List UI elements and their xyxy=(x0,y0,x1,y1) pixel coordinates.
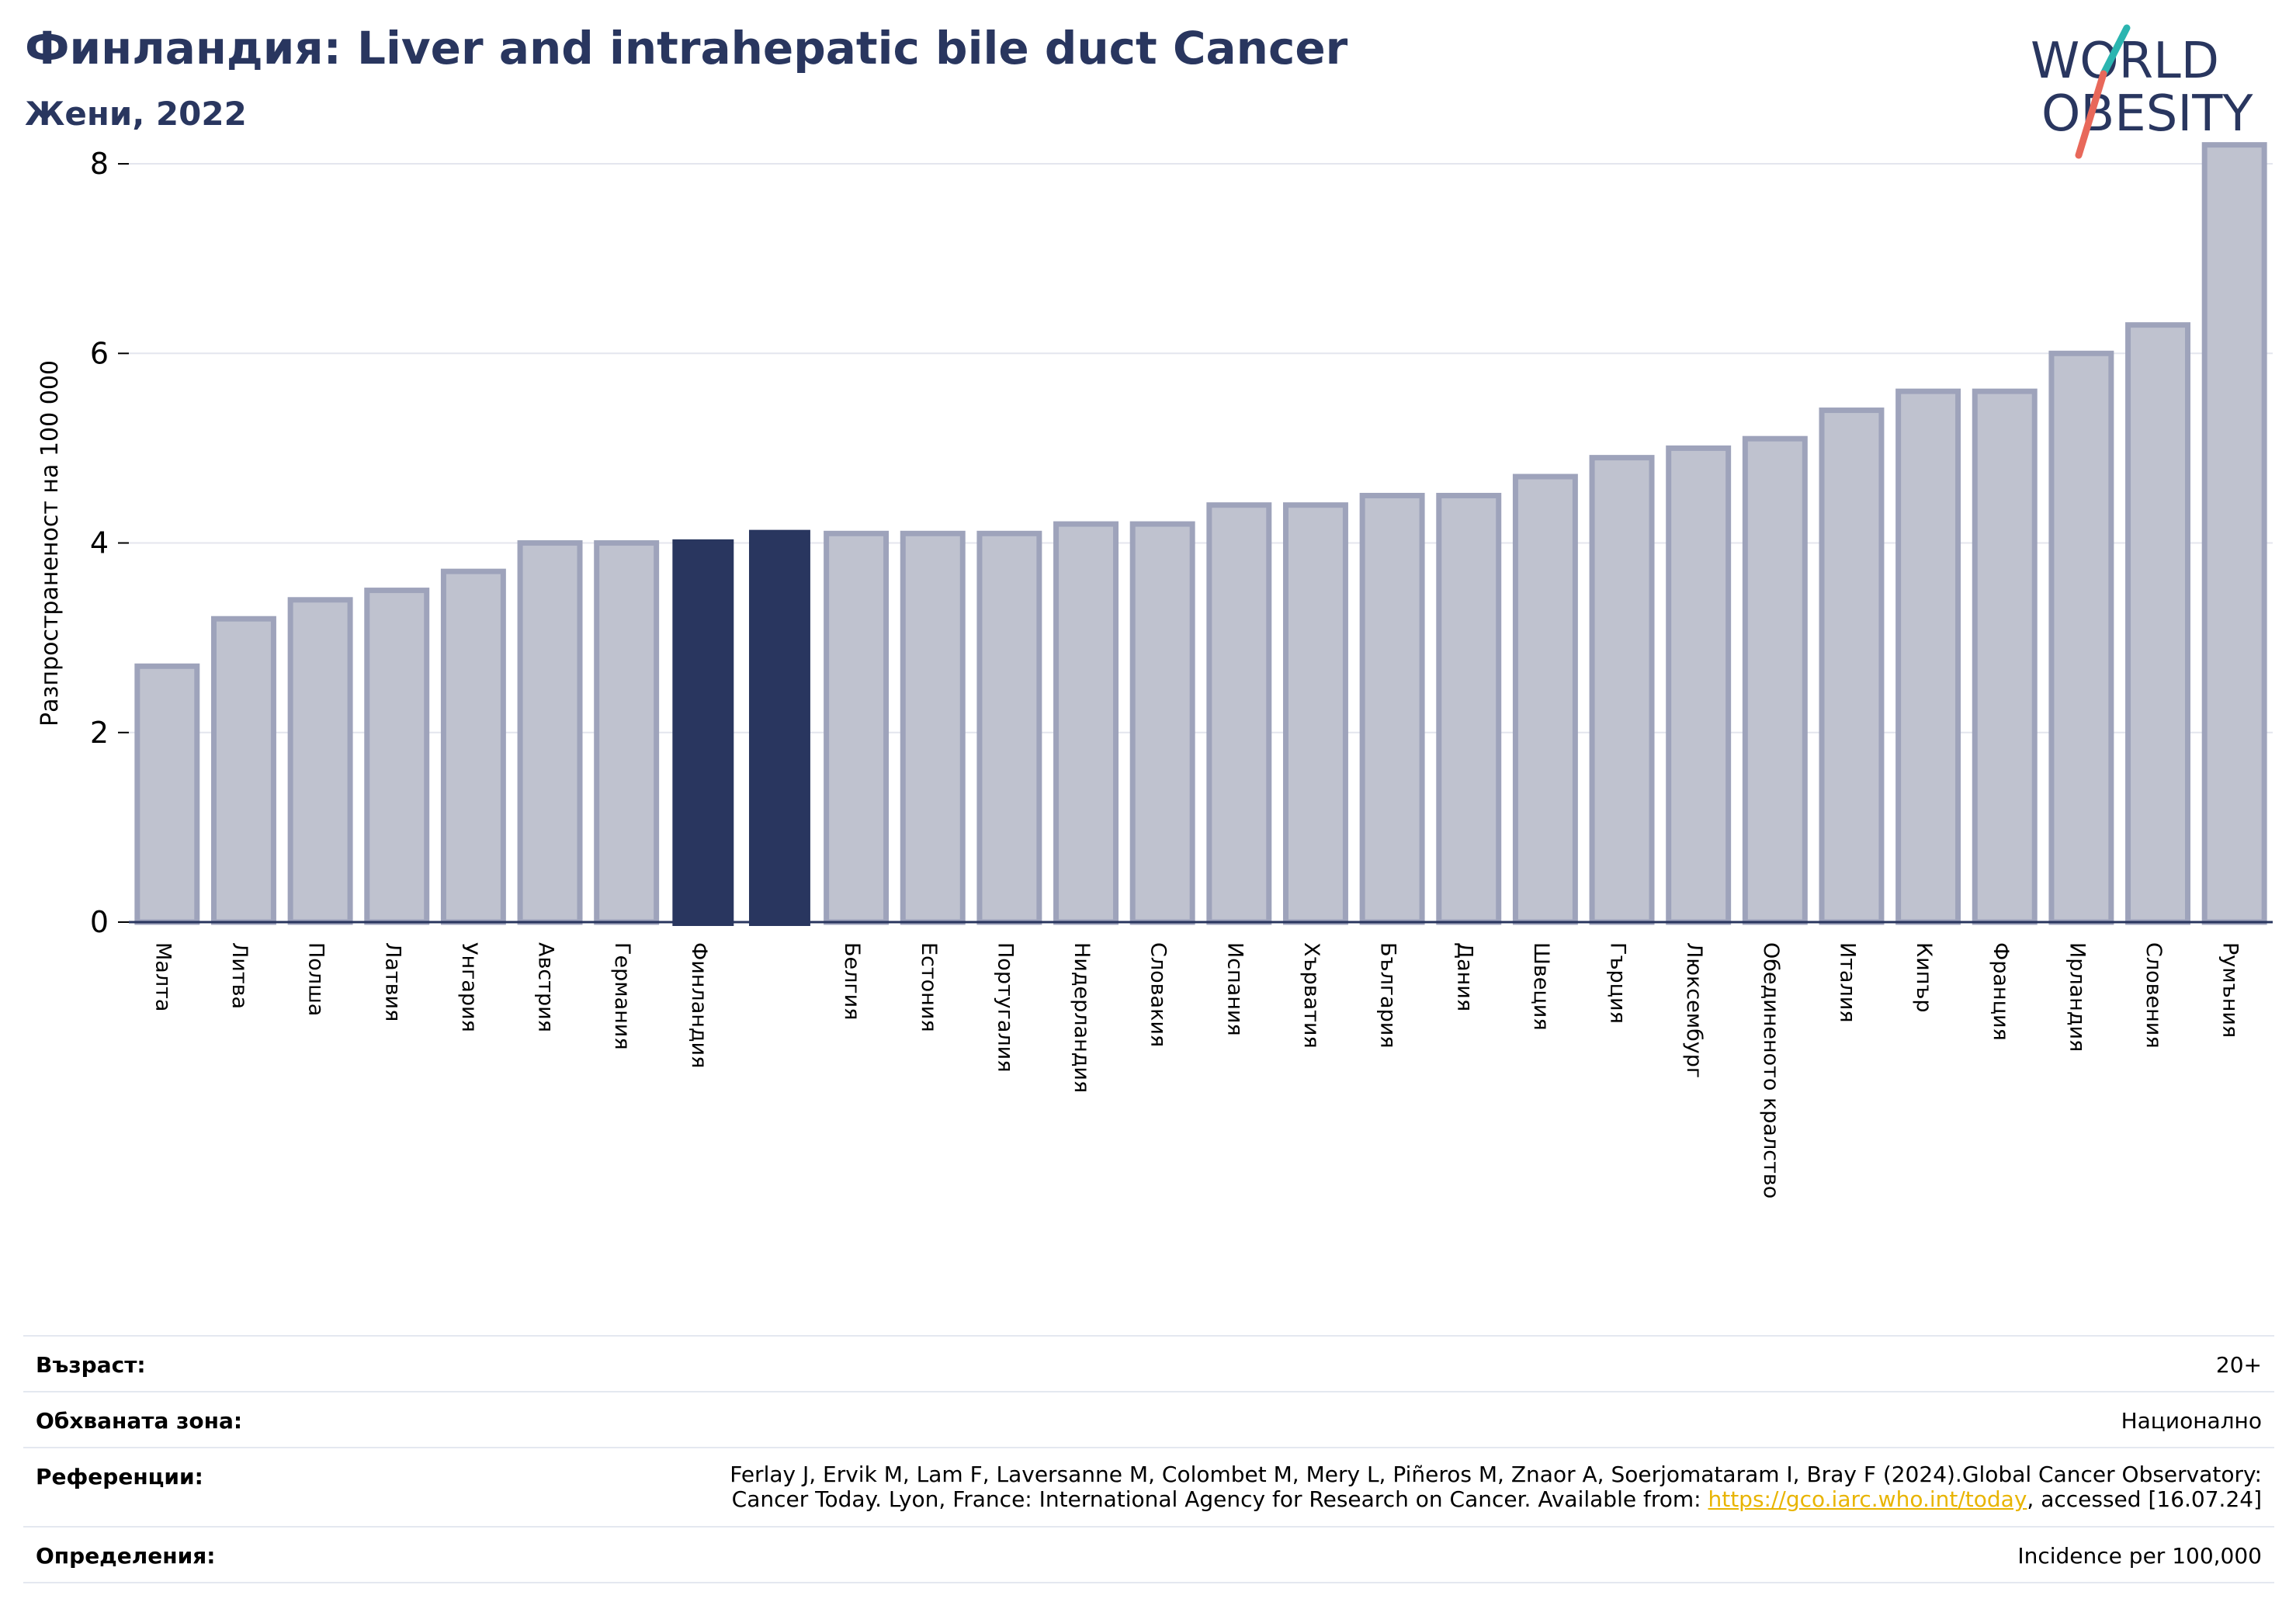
x-tick-label: Белгия xyxy=(840,942,864,1020)
bar-highlighted xyxy=(748,529,810,926)
bar xyxy=(1053,521,1119,925)
y-tick-label: 2 xyxy=(90,716,109,750)
x-tick-label: Люксембург xyxy=(1682,942,1706,1078)
x-tick-label: Латвия xyxy=(380,942,404,1021)
bar xyxy=(210,616,276,925)
bar xyxy=(900,530,966,925)
bar xyxy=(1666,445,1732,925)
y-axis-label: Разпространеност на 100 000 xyxy=(36,360,64,727)
axes: 0 2 4 6 8 Малта Литва Полша Латвия Унгария Австрия… xyxy=(90,147,2273,1198)
y-tick-label: 8 xyxy=(90,147,109,181)
coverage-label: Обхваната зона: xyxy=(36,1408,243,1434)
bar xyxy=(287,597,353,925)
definitions-value: Incidence per 100,000 xyxy=(2017,1543,2262,1569)
definitions-row: Определения: Incidence per 100,000 xyxy=(23,1526,2274,1583)
x-tick-label: Австрия xyxy=(534,942,558,1032)
x-tick-label: Франция xyxy=(1989,942,2013,1041)
coverage-value: Национално xyxy=(2121,1408,2262,1434)
x-tick-label: Гърция xyxy=(1606,942,1630,1024)
y-tick-label: 4 xyxy=(90,526,109,560)
x-tick-label: Полша xyxy=(304,942,328,1016)
x-tick-label: Унгария xyxy=(457,942,481,1032)
references-line-2-text: Cancer Today. Lyon, France: Internationa… xyxy=(731,1486,1708,1512)
bar xyxy=(1129,521,1195,925)
age-value: 20+ xyxy=(2215,1352,2262,1378)
bars xyxy=(134,142,2267,927)
bar xyxy=(517,540,583,925)
x-tick-label: Словения xyxy=(2142,942,2166,1049)
x-tick-label: Словакия xyxy=(1146,942,1171,1047)
references-link[interactable]: https://gco.iarc.who.int/today xyxy=(1708,1486,2027,1512)
references-label: Референции: xyxy=(36,1464,203,1489)
bar xyxy=(1589,455,1655,925)
x-tick-label: Финландия xyxy=(687,942,711,1068)
bar xyxy=(976,530,1042,925)
x-tick-label: Малта xyxy=(151,942,175,1011)
x-tick-label: Италия xyxy=(1835,942,1859,1023)
references-value: Ferlay J, Ervik M, Lam F, Laversanne M, … xyxy=(477,1462,2262,1512)
y-tick-label: 0 xyxy=(90,905,109,939)
bar xyxy=(1972,388,2038,925)
logo-text-obesity: OBESITY xyxy=(2041,85,2253,143)
bar xyxy=(134,663,200,925)
bar xyxy=(824,530,890,925)
bar xyxy=(1512,473,1578,925)
y-tick-label: 6 xyxy=(90,336,109,370)
x-tick-label: Германия xyxy=(610,942,634,1050)
logo-slash-coral xyxy=(2075,70,2107,159)
bar xyxy=(1206,502,1272,925)
bar xyxy=(594,540,660,925)
x-tick-label: Испания xyxy=(1223,942,1247,1036)
chart-subtitle: Жени, 2022 xyxy=(25,95,247,133)
x-tick-label: Ирландия xyxy=(2065,942,2089,1052)
bar-chart: 0 2 4 6 8 Малта Литва Полша Латвия Унгария Австрия… xyxy=(36,142,2273,1198)
bar xyxy=(1742,435,1808,925)
x-tick-label: Литва xyxy=(227,942,251,1009)
bar xyxy=(364,588,430,925)
world-obesity-logo: WORLD OBESITY xyxy=(2031,24,2253,159)
logo-text-world: WORLD xyxy=(2031,33,2219,90)
bar xyxy=(440,568,506,925)
x-tick-label: Дания xyxy=(1452,942,1476,1011)
age-label: Възраст: xyxy=(36,1352,146,1378)
references-line-1: Ferlay J, Ervik M, Lam F, Laversanne M, … xyxy=(730,1462,2262,1487)
age-row: Възраст: 20+ xyxy=(23,1335,2274,1391)
references-accessed: , accessed [16.07.24] xyxy=(2027,1486,2262,1512)
bar xyxy=(2201,142,2267,925)
references-row: Референции: Ferlay J, Ervik M, Lam F, La… xyxy=(23,1447,2274,1526)
bar xyxy=(1819,407,1885,925)
definitions-label: Определения: xyxy=(36,1543,216,1569)
x-tick-label: Кипър xyxy=(1912,942,1936,1013)
x-tick-label: България xyxy=(1376,942,1400,1049)
bar xyxy=(1359,492,1425,925)
x-tick-label: Естония xyxy=(917,942,941,1032)
bar xyxy=(2125,322,2191,925)
x-tick-label: Хърватия xyxy=(1299,942,1323,1049)
logo-slash-teal xyxy=(2100,24,2131,78)
bar-highlighted xyxy=(672,539,734,927)
bar xyxy=(1436,492,1502,925)
x-tick-label: Португалия xyxy=(993,942,1017,1072)
bar xyxy=(2048,350,2114,925)
bar xyxy=(1282,502,1348,925)
x-tick-label: Румъния xyxy=(2218,942,2242,1038)
metadata-table: Възраст: 20+ Обхваната зона: Национално … xyxy=(23,1335,2274,1583)
chart-title: Финландия: Liver and intrahepatic bile d… xyxy=(25,22,1348,75)
x-tick-label: Обединеното кралство xyxy=(1759,942,1783,1198)
x-tick-label: Швеция xyxy=(1529,942,1553,1031)
references-line-2: Cancer Today. Lyon, France: Internationa… xyxy=(477,1487,2262,1512)
x-tick-label: Нидерландия xyxy=(1070,942,1094,1093)
coverage-row: Обхваната зона: Национално xyxy=(23,1391,2274,1447)
bar xyxy=(1895,388,1961,925)
